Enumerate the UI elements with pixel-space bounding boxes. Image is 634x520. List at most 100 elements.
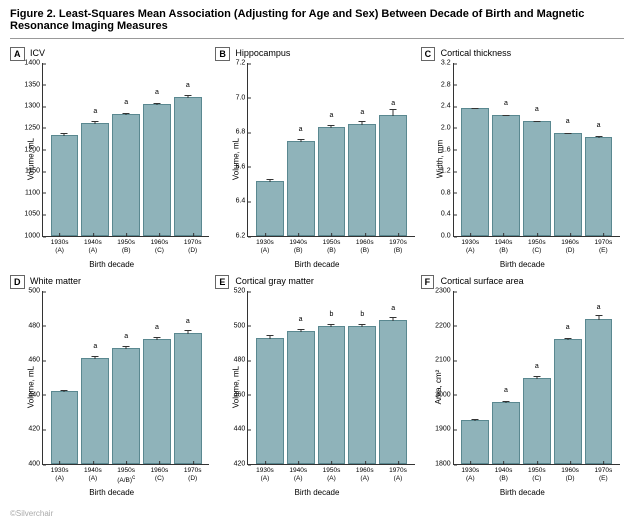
x-tick: 1950s(C) — [528, 236, 546, 255]
chart-area: 0.00.40.81.21.62.02.42.83.2aaaa1930s(A)1… — [453, 63, 620, 237]
bar: a — [585, 137, 613, 236]
panel-tag: D — [10, 275, 25, 289]
x-tick: 1950s(B) — [323, 236, 341, 255]
x-tick: 1970s(B) — [389, 236, 407, 255]
y-tick: 2.8 — [441, 81, 454, 88]
y-tick: 1350 — [24, 81, 43, 88]
bar-wrap: a — [174, 291, 202, 464]
x-tick: 1930s(A) — [51, 236, 69, 255]
error-bar — [269, 335, 270, 339]
error-bar — [300, 329, 301, 332]
bar — [51, 391, 79, 464]
y-tick: 1200 — [24, 146, 43, 153]
error-bar — [126, 113, 127, 115]
bar: a — [379, 320, 407, 464]
bar-annotation: a — [93, 343, 97, 350]
error-bar — [567, 133, 568, 134]
panel-title: Cortical surface area — [441, 276, 524, 286]
bars: aaaa — [454, 63, 620, 236]
panel-e: ECortical gray matterVolume, mLBirth dec… — [215, 275, 418, 499]
x-tick: 1950s(C) — [528, 464, 546, 483]
bar — [461, 108, 489, 236]
error-bar — [187, 95, 188, 98]
error-bar — [64, 390, 65, 393]
bar: a — [81, 123, 109, 236]
x-tick: 1940s(B) — [495, 236, 513, 255]
y-tick: 2300 — [435, 288, 454, 295]
bar: a — [348, 124, 376, 236]
y-tick: 7.2 — [236, 60, 249, 67]
panel-tag: F — [421, 275, 435, 289]
chart-area: 180019002000210022002300aaaa1930s(A)1940… — [453, 291, 620, 465]
bars: aaaa — [43, 291, 209, 464]
x-axis-label: Birth decade — [500, 260, 545, 269]
error-bar — [300, 139, 301, 142]
y-tick: 1.2 — [441, 168, 454, 175]
x-tick: 1940s(B) — [289, 236, 307, 255]
bar: a — [585, 319, 613, 464]
bar-wrap: a — [523, 291, 551, 464]
bar: a — [492, 402, 520, 464]
bar-annotation: a — [299, 126, 303, 133]
y-tick: 480 — [234, 357, 249, 364]
x-tick: 1960s(C) — [151, 236, 169, 255]
bar: b — [348, 326, 376, 464]
chart-area: 6.26.46.66.87.07.2aaaa1930s(A)1940s(B)19… — [247, 63, 414, 237]
y-tick: 0.0 — [441, 233, 454, 240]
bar-annotation: a — [330, 112, 334, 119]
bar-wrap: b — [348, 291, 376, 464]
bar-annotation: a — [504, 387, 508, 394]
bar-wrap: a — [554, 291, 582, 464]
x-tick: 1970s(D) — [184, 236, 202, 255]
bar: a — [287, 141, 315, 236]
bar-annotation: b — [360, 311, 364, 318]
bar: a — [523, 121, 551, 236]
y-tick: 440 — [28, 391, 43, 398]
panel-a: AICVVolume, mLBirth decade10001050110011… — [10, 47, 213, 271]
bar-annotation: a — [186, 318, 190, 325]
y-tick: 500 — [28, 288, 43, 295]
error-bar — [393, 317, 394, 321]
bars: aaaa — [43, 63, 209, 236]
bar-annotation: a — [566, 118, 570, 125]
bar-annotation: a — [535, 106, 539, 113]
bar-annotation: a — [566, 324, 570, 331]
y-tick: 460 — [234, 391, 249, 398]
bar-annotation: a — [186, 82, 190, 89]
y-tick: 1050 — [24, 211, 43, 218]
x-tick: 1970s(D) — [184, 464, 202, 483]
error-bar — [187, 330, 188, 334]
panel-tag: E — [215, 275, 229, 289]
y-tick: 520 — [234, 288, 249, 295]
y-tick: 7.0 — [236, 94, 249, 101]
y-tick: 420 — [28, 426, 43, 433]
x-tick: 1930s(A) — [51, 464, 69, 483]
error-bar — [536, 376, 537, 378]
error-bar — [331, 125, 332, 128]
bar-wrap: a — [379, 291, 407, 464]
bar: a — [143, 104, 171, 236]
bars: abba — [248, 291, 414, 464]
bar: a — [318, 127, 346, 236]
x-tick: 1960s(A) — [356, 464, 374, 483]
bar: a — [112, 348, 140, 464]
y-tick: 440 — [234, 426, 249, 433]
bar-annotation: a — [597, 122, 601, 129]
bar-wrap: b — [318, 291, 346, 464]
bar-wrap: a — [143, 291, 171, 464]
bar: b — [318, 326, 346, 464]
y-tick: 500 — [234, 322, 249, 329]
y-tick: 2.4 — [441, 103, 454, 110]
error-bar — [331, 324, 332, 327]
bar-wrap: a — [81, 63, 109, 236]
panel-c: CCortical thicknessWidth, mmBirth decade… — [421, 47, 624, 271]
y-tick: 2100 — [435, 357, 454, 364]
bar — [461, 420, 489, 464]
error-bar — [393, 109, 394, 116]
panel-f: FCortical surface areaArea, cm²Birth dec… — [421, 275, 624, 499]
y-tick: 6.8 — [236, 129, 249, 136]
x-tick: 1960s(B) — [356, 236, 374, 255]
bar-annotation: a — [360, 109, 364, 116]
panel-title: Cortical gray matter — [235, 276, 314, 286]
y-tick: 1300 — [24, 103, 43, 110]
